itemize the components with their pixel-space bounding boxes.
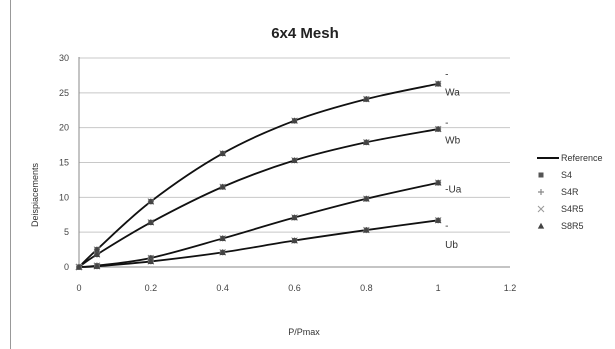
legend-swatch-s8r5 xyxy=(537,222,545,229)
point-s8r5-wa xyxy=(219,150,226,157)
series-line-wa xyxy=(78,82,439,268)
point-s8r5-ub xyxy=(219,249,226,255)
x-tick-label: 1 xyxy=(436,283,441,293)
point-s8r5-wa xyxy=(291,117,298,124)
x-tick-label: 0 xyxy=(76,283,81,293)
chart-title: 6x4 Mesh xyxy=(271,25,339,42)
point-s8r5-wa xyxy=(93,246,101,253)
curve-label: Ub xyxy=(445,240,458,251)
legend-swatch-s4r xyxy=(538,189,544,195)
series-line-ua xyxy=(78,181,439,268)
point-s8r5-wa xyxy=(363,95,370,102)
x-tick-label: 0.2 xyxy=(145,283,158,293)
legend-swatch-s4r5 xyxy=(537,205,545,213)
point-s8r5-wb xyxy=(363,139,370,145)
legend-label: Reference xyxy=(561,153,603,163)
y-tick-label: 15 xyxy=(59,158,69,168)
legend-label: S8R5 xyxy=(561,221,584,231)
y-tick-label: 20 xyxy=(59,123,69,133)
y-tick-label: 5 xyxy=(64,227,69,237)
y-tick-label: 25 xyxy=(59,88,69,98)
x-tick-label: 0.8 xyxy=(360,283,373,293)
point-s8r5-wb xyxy=(434,125,442,132)
curve-label: Wb xyxy=(445,136,460,147)
legend-label: S4 xyxy=(561,170,572,180)
y-tick-label: 30 xyxy=(59,53,69,63)
curve-label: Wa xyxy=(445,87,460,98)
left-border xyxy=(10,0,11,349)
point-s8r5-ua xyxy=(363,195,370,202)
curve-label: -Ua xyxy=(445,184,462,195)
point-s8r5-ub xyxy=(291,237,298,244)
y-tick-label: 0 xyxy=(64,262,69,272)
point-s8r5-wb xyxy=(93,251,101,258)
point-s8r5-ua xyxy=(219,235,226,242)
point-s8r5-ua xyxy=(434,179,442,186)
point-s8r5-wb xyxy=(219,183,226,190)
point-s8r5-wa xyxy=(434,80,442,87)
x-tick-label: 1.2 xyxy=(504,283,517,293)
curve-label: - xyxy=(445,221,448,232)
legend-label: S4R5 xyxy=(561,204,584,214)
legend-label: S4R xyxy=(561,187,579,197)
legend-swatch-s4 xyxy=(538,172,544,178)
point-s8r5-wa xyxy=(147,198,155,205)
x-tick-label: 0.4 xyxy=(216,283,229,293)
y-axis-label: Deispiacements xyxy=(30,162,40,227)
y-tick-label: 10 xyxy=(59,192,69,202)
point-s8r5-ub xyxy=(434,217,442,223)
x-axis-label: P/Pmax xyxy=(288,327,320,337)
x-tick-label: 0.6 xyxy=(288,283,301,293)
point-s8r5-ua xyxy=(291,214,298,221)
point-s8r5-ub xyxy=(147,258,155,265)
curve-label: - xyxy=(445,69,448,80)
curve-label: - xyxy=(445,118,448,129)
point-s8r5-ub xyxy=(363,226,370,233)
point-s8r5-wb xyxy=(291,157,298,164)
point-s8r5-wb xyxy=(147,219,155,226)
point-s8r5-ub xyxy=(75,263,83,270)
point-s8r5-ub xyxy=(93,263,101,269)
